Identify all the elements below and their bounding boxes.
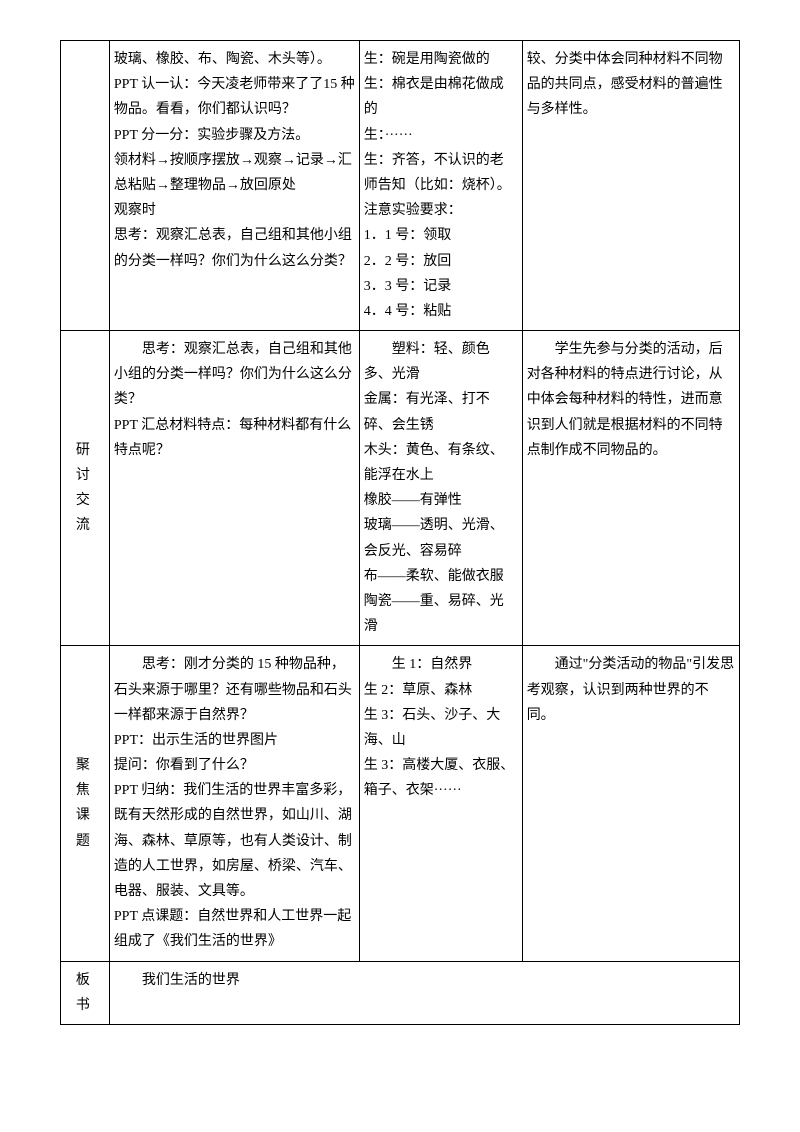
teacher-line: PPT 认一认：今天凌老师带来了了15 种物品。看看，你们都认识吗？ bbox=[114, 72, 355, 122]
teacher-line: 提问：你看到了什么？ bbox=[114, 753, 355, 778]
student-cell: 塑料：轻、颜色多、光滑 金属：有光泽、打不碎、会生锈 木头：黄色、有条纹、能浮在… bbox=[359, 331, 522, 646]
note-line: 学生先参与分类的活动，后对各种材料的特点进行讨论，从中体会每种材料的特性，进而意… bbox=[527, 337, 735, 463]
student-line: 生：碗是用陶瓷做的 bbox=[364, 47, 518, 72]
teacher-line: PPT：出示生活的世界图片 bbox=[114, 728, 355, 753]
student-line: 2．2 号：放回 bbox=[364, 249, 518, 274]
row-label-cell: 板 书 bbox=[61, 961, 110, 1024]
row-label: 板 书 bbox=[65, 968, 105, 1018]
label-line: 交 流 bbox=[65, 488, 105, 538]
student-cell: 生：碗是用陶瓷做的 生：棉衣是由棉花做成的 生：······ 生：齐答，不认识的… bbox=[359, 41, 522, 331]
student-line: 注意实验要求： bbox=[364, 198, 518, 223]
row-label: 研 讨 交 流 bbox=[65, 438, 105, 539]
student-line: 布——柔软、能做衣服 bbox=[364, 564, 518, 589]
lesson-plan-table: 玻璃、橡胶、布、陶瓷、木头等）。 PPT 认一认：今天凌老师带来了了15 种物品… bbox=[60, 40, 740, 1025]
student-line: 塑料：轻、颜色多、光滑 bbox=[364, 337, 518, 387]
teacher-cell: 思考：观察汇总表，自己组和其他小组的分类一样吗？你们为什么这么分类？ PPT 汇… bbox=[109, 331, 359, 646]
student-cell: 生 1：自然界 生 2：草原、森林 生 3：石头、沙子、大海、山 生 3：高楼大… bbox=[359, 646, 522, 961]
teacher-line: PPT 分一分：实验步骤及方法。 bbox=[114, 123, 355, 148]
student-line: 陶瓷——重、易碎、光滑 bbox=[364, 589, 518, 639]
note-cell: 学生先参与分类的活动，后对各种材料的特点进行讨论，从中体会每种材料的特性，进而意… bbox=[522, 331, 739, 646]
teacher-line: PPT 归纳：我们生活的世界丰富多彩，既有天然形成的自然世界，如山川、湖海、森林… bbox=[114, 778, 355, 904]
teacher-line: PPT 点课题：自然世界和人工世界一起组成了《我们生活的世界》 bbox=[114, 904, 355, 954]
teacher-line: 观察时 bbox=[114, 198, 355, 223]
student-line: 生：······ bbox=[364, 123, 518, 148]
student-line: 3．3 号：记录 bbox=[364, 274, 518, 299]
student-line: 生 2：草原、森林 bbox=[364, 678, 518, 703]
student-line: 橡胶——有弹性 bbox=[364, 488, 518, 513]
teacher-line: 思考：观察汇总表，自己组和其他小组的分类一样吗？你们为什么这么分类？ bbox=[114, 223, 355, 273]
label-line: 课 题 bbox=[65, 803, 105, 853]
student-line: 玻璃——透明、光滑、会反光、容易碎 bbox=[364, 513, 518, 563]
table-row: 板 书 我们生活的世界 bbox=[61, 961, 740, 1024]
row-label-cell: 聚 焦 课 题 bbox=[61, 646, 110, 961]
row-label-cell: 研 讨 交 流 bbox=[61, 331, 110, 646]
label-line: 板 bbox=[65, 968, 105, 993]
note-cell: 通过"分类活动的物品"引发思考观察，认识到两种世界的不同。 bbox=[522, 646, 739, 961]
student-line: 金属：有光泽、打不碎、会生锈 bbox=[364, 387, 518, 437]
student-line: 1．1 号：领取 bbox=[364, 223, 518, 248]
board-cell: 我们生活的世界 bbox=[109, 961, 739, 1024]
student-line: 生 1：自然界 bbox=[364, 652, 518, 677]
student-line: 4．4 号：粘贴 bbox=[364, 299, 518, 324]
student-line: 生：棉衣是由棉花做成的 bbox=[364, 72, 518, 122]
note-line: 较、分类中体会同种材料不同物品的共同点，感受材料的普遍性与多样性。 bbox=[527, 47, 735, 123]
teacher-cell: 玻璃、橡胶、布、陶瓷、木头等）。 PPT 认一认：今天凌老师带来了了15 种物品… bbox=[109, 41, 359, 331]
note-line: 通过"分类活动的物品"引发思考观察，认识到两种世界的不同。 bbox=[527, 652, 735, 728]
note-cell: 较、分类中体会同种材料不同物品的共同点，感受材料的普遍性与多样性。 bbox=[522, 41, 739, 331]
student-line: 生 3：石头、沙子、大海、山 bbox=[364, 703, 518, 753]
row-label: 聚 焦 课 题 bbox=[65, 753, 105, 854]
teacher-cell: 思考：刚才分类的 15 种物品种，石头来源于哪里？还有哪些物品和石头一样都来源于… bbox=[109, 646, 359, 961]
row-label-cell bbox=[61, 41, 110, 331]
teacher-line: 领材料→按顺序摆放→观察→记录→汇总粘贴→整理物品→放回原处 bbox=[114, 148, 355, 198]
student-line: 木头：黄色、有条纹、能浮在水上 bbox=[364, 438, 518, 488]
label-line: 书 bbox=[65, 993, 105, 1018]
table-row: 研 讨 交 流 思考：观察汇总表，自己组和其他小组的分类一样吗？你们为什么这么分… bbox=[61, 331, 740, 646]
board-content: 我们生活的世界 bbox=[114, 968, 735, 993]
table-row: 玻璃、橡胶、布、陶瓷、木头等）。 PPT 认一认：今天凌老师带来了了15 种物品… bbox=[61, 41, 740, 331]
student-line: 生 3：高楼大厦、衣服、箱子、衣架······ bbox=[364, 753, 518, 803]
teacher-line: 思考：刚才分类的 15 种物品种，石头来源于哪里？还有哪些物品和石头一样都来源于… bbox=[114, 652, 355, 728]
label-line: 聚 焦 bbox=[65, 753, 105, 803]
teacher-line: PPT 汇总材料特点：每种材料都有什么特点呢？ bbox=[114, 413, 355, 463]
label-line: 研 讨 bbox=[65, 438, 105, 488]
table-row: 聚 焦 课 题 思考：刚才分类的 15 种物品种，石头来源于哪里？还有哪些物品和… bbox=[61, 646, 740, 961]
student-line: 生：齐答，不认识的老师告知（比如：烧杯）。 bbox=[364, 148, 518, 198]
teacher-line: 玻璃、橡胶、布、陶瓷、木头等）。 bbox=[114, 47, 355, 72]
teacher-line: 思考：观察汇总表，自己组和其他小组的分类一样吗？你们为什么这么分类？ bbox=[114, 337, 355, 413]
